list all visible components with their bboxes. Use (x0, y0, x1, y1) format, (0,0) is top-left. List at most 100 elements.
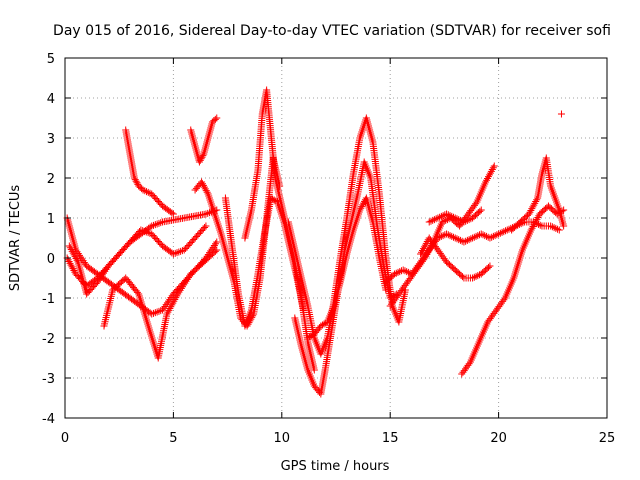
data-point-marker (472, 200, 480, 208)
data-point-marker (175, 248, 183, 256)
data-point-marker (184, 274, 192, 282)
data-point-marker (422, 252, 430, 260)
data-point-marker (97, 273, 105, 281)
data-point-marker (453, 215, 461, 223)
data-point-marker (133, 288, 141, 296)
data-point-marker (488, 166, 496, 174)
data-point-marker (532, 217, 540, 225)
chart-title: Day 015 of 2016, Sidereal Day-to-day VTE… (53, 23, 611, 39)
data-point-marker (198, 153, 206, 161)
series-track-15 (417, 234, 494, 282)
data-point-marker (150, 221, 158, 229)
data-point-marker (451, 214, 459, 222)
data-point-marker (469, 234, 477, 242)
data-point-marker (489, 164, 497, 172)
series-track-12 (304, 194, 390, 342)
data-point-marker (426, 245, 434, 253)
data-point-marker (532, 198, 540, 206)
data-point-marker (448, 232, 456, 240)
series-track-18 (425, 206, 485, 226)
data-point-marker (533, 196, 541, 204)
data-point-marker (462, 217, 470, 225)
data-point-marker (448, 212, 456, 220)
data-point-marker (213, 246, 221, 254)
data-point-marker (548, 223, 556, 231)
data-point-marker (440, 217, 448, 225)
data-point-marker (172, 294, 180, 302)
data-point-marker (163, 310, 171, 318)
data-point-marker (153, 308, 161, 316)
data-point-marker (96, 274, 104, 282)
data-point-marker (484, 263, 492, 271)
data-point-marker (157, 219, 165, 227)
data-point-marker (392, 269, 400, 277)
data-point-marker (101, 267, 109, 275)
data-point-marker (210, 242, 218, 250)
data-point-marker (458, 273, 466, 281)
y-tick-label: 4 (47, 92, 55, 107)
data-point-marker (396, 268, 404, 276)
data-point-marker (434, 214, 442, 222)
data-point-marker (536, 221, 544, 229)
data-point-marker (139, 227, 147, 235)
data-point-marker (552, 224, 560, 232)
data-point-marker (557, 110, 565, 118)
data-point-marker (489, 232, 497, 240)
data-point-marker (67, 261, 75, 269)
data-point-marker (401, 267, 409, 275)
data-point-marker (146, 223, 154, 231)
data-point-marker (168, 209, 176, 217)
data-point-marker (456, 216, 464, 224)
y-tick-label: -1 (42, 292, 55, 307)
data-point-marker (143, 188, 151, 196)
x-tick-label: 10 (274, 431, 291, 446)
data-point-marker (419, 245, 427, 253)
data-point-marker (79, 257, 87, 265)
data-point-marker (423, 250, 431, 258)
data-point-marker (425, 218, 433, 226)
ticks: 0 5 10 15 20 25 -4 -3 -2 -1 0 1 2 3 4 5 (42, 52, 615, 446)
series-track-16 (458, 202, 568, 378)
x-tick-label: 20 (490, 431, 507, 446)
data-point-marker (70, 251, 78, 259)
data-point-marker (490, 162, 498, 170)
data-point-marker (420, 243, 428, 251)
data-point-marker (429, 216, 437, 224)
data-point-marker (476, 207, 484, 215)
data-point-marker (417, 250, 425, 258)
data-point-marker (171, 295, 179, 303)
data-point-marker (436, 213, 444, 221)
data-point-marker (144, 229, 152, 237)
y-tick-label: 3 (47, 132, 55, 147)
data-point-marker (498, 228, 506, 236)
grid (65, 58, 607, 418)
data-point-marker (446, 232, 454, 240)
data-point-marker (181, 279, 189, 287)
data-point-marker (175, 288, 183, 296)
data-point-marker (178, 283, 186, 291)
data-point-marker (170, 297, 178, 305)
data-point-marker (528, 205, 536, 213)
data-point-marker (73, 256, 81, 264)
data-point-marker (150, 309, 158, 317)
data-point-marker (421, 254, 429, 262)
data-point-marker (164, 308, 172, 316)
data-point-marker (148, 222, 156, 230)
data-point-marker (159, 306, 167, 314)
data-point-marker (534, 214, 542, 222)
data-point-marker (529, 203, 537, 211)
data-point-marker (151, 309, 159, 317)
data-point-marker (533, 215, 541, 223)
data-point-marker (142, 228, 150, 236)
data-point-marker (71, 253, 79, 261)
data-point-marker (474, 272, 482, 280)
data-point-marker (526, 208, 534, 216)
data-point-marker (550, 224, 558, 232)
data-point-marker (465, 216, 473, 224)
series-track-17 (508, 154, 568, 234)
data-point-marker (446, 212, 454, 220)
data-point-marker (528, 224, 536, 232)
data-point-marker (500, 228, 508, 236)
data-point-marker (481, 232, 489, 240)
data-point-marker (432, 215, 440, 223)
